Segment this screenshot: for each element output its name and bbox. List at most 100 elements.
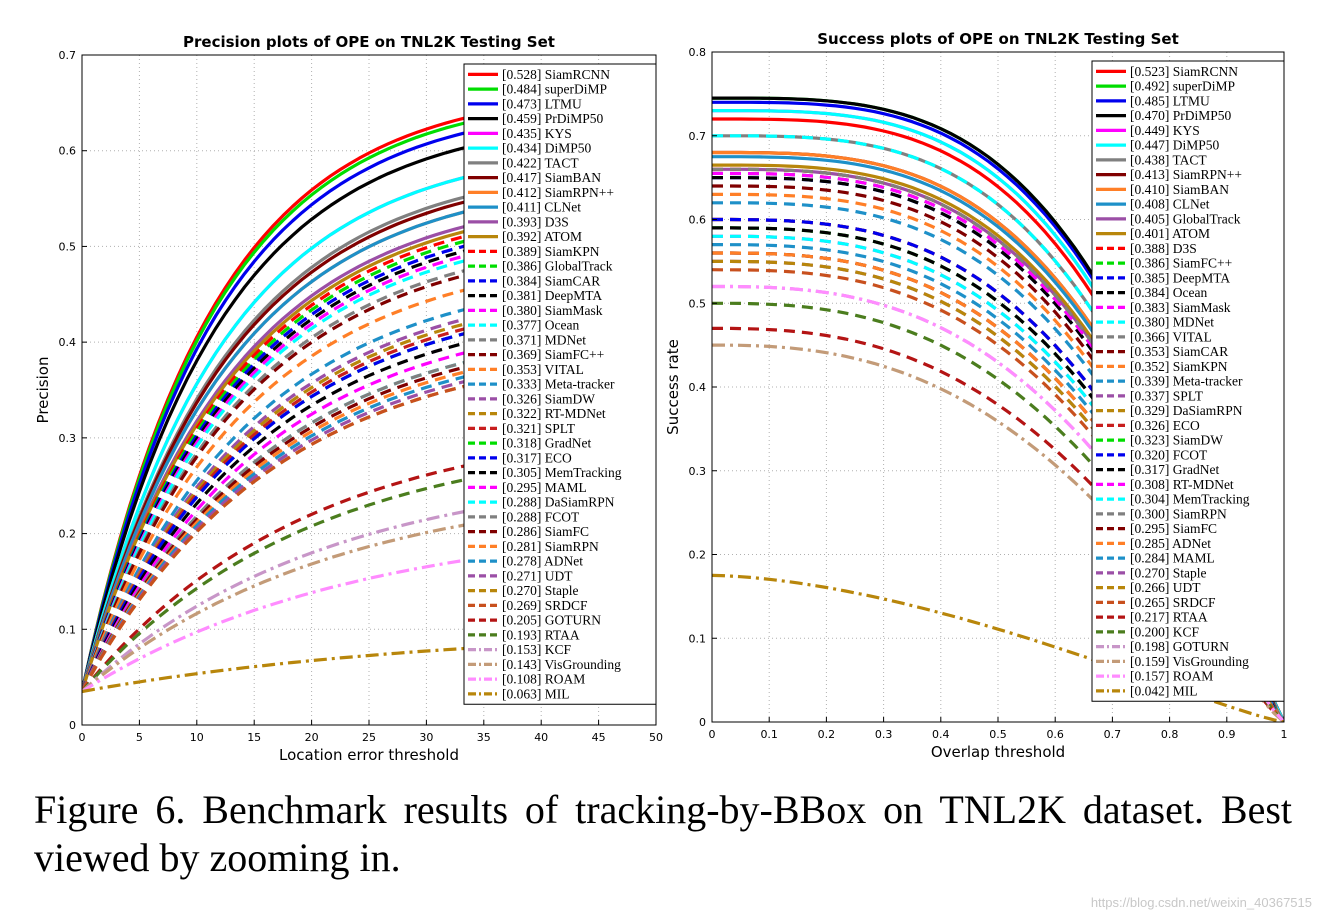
- y-tick-label: 0.8: [689, 46, 707, 59]
- x-tick-label: 25: [362, 731, 376, 744]
- legend-entry: [0.295] MAML: [502, 480, 587, 495]
- legend-entry: [0.383] SiamMask: [1130, 300, 1231, 315]
- legend-entry: [0.281] SiamRPN: [502, 539, 599, 554]
- legend-entry: [0.333] Meta-tracker: [502, 377, 615, 392]
- legend-entry: [0.470] PrDiMP50: [1130, 108, 1232, 123]
- legend-entry: [0.434] DiMP50: [502, 141, 592, 156]
- figure-panel: Precision plots of OPE on TNL2K Testing …: [34, 30, 1288, 764]
- legend-entry: [0.295] SiamFC: [1130, 521, 1217, 536]
- series-line-VITAL: [82, 259, 656, 693]
- legend: [0.523] SiamRCNN[0.492] superDiMP[0.485]…: [1091, 60, 1285, 702]
- legend-entry: [0.389] SiamKPN: [502, 244, 600, 259]
- y-tick-label: 0.4: [59, 336, 77, 349]
- legend-entry: [0.413] SiamRPN++: [1130, 167, 1242, 182]
- y-tick-label: 0.3: [689, 465, 707, 478]
- x-tick-label: 50: [649, 731, 663, 744]
- legend-entry: [0.447] DiMP50: [1130, 138, 1220, 153]
- legend-entry: [0.217] RTAA: [1130, 610, 1208, 625]
- legend-entry: [0.270] Staple: [502, 583, 579, 598]
- x-tick-label: 0.1: [760, 728, 778, 741]
- watermark: https://blog.csdn.net/weixin_40367515: [1090, 895, 1312, 910]
- x-tick-label: 0.8: [1161, 728, 1179, 741]
- series-line-Meta-tracker: [712, 201, 1284, 722]
- legend-entry: [0.042] MIL: [1130, 683, 1198, 698]
- series-line-MAML: [712, 243, 1284, 722]
- legend-entry: [0.300] SiamRPN: [1130, 506, 1227, 521]
- y-tick-label: 0.5: [689, 297, 707, 310]
- legend-entry: [0.417] SiamBAN: [502, 170, 601, 185]
- legend-entry: [0.385] DeepMTA: [1130, 270, 1230, 285]
- legend-entry: [0.377] Ocean: [502, 318, 579, 333]
- y-tick-label: 0.7: [59, 49, 77, 62]
- chart-title: Success plots of OPE on TNL2K Testing Se…: [817, 30, 1179, 48]
- legend-entry: [0.449] KYS: [1130, 123, 1200, 138]
- legend-entry: [0.366] VITAL: [1130, 329, 1212, 344]
- y-axis-label: Precision: [34, 357, 52, 424]
- x-tick-label: 45: [592, 731, 606, 744]
- legend-entry: [0.304] MemTracking: [1130, 492, 1250, 507]
- legend-entry: [0.322] RT-MDNet: [502, 406, 606, 421]
- y-tick-label: 0.2: [59, 528, 77, 541]
- legend-entry: [0.408] CLNet: [1130, 197, 1210, 212]
- legend-entry: [0.284] MAML: [1130, 551, 1215, 566]
- x-tick-label: 0.3: [875, 728, 893, 741]
- legend-entry: [0.422] TACT: [502, 155, 579, 170]
- legend-entry: [0.401] ATOM: [1130, 226, 1210, 241]
- x-tick-label: 0.9: [1218, 728, 1236, 741]
- x-tick-label: 35: [477, 731, 491, 744]
- x-tick-label: 40: [534, 731, 548, 744]
- y-tick-label: 0: [699, 716, 706, 729]
- figure-svg: Precision plots of OPE on TNL2K Testing …: [34, 30, 1288, 764]
- figure-caption: Figure 6. Benchmark results of tracking-…: [34, 787, 1292, 880]
- legend-entry: [0.459] PrDiMP50: [502, 111, 604, 126]
- legend-entry: [0.352] SiamKPN: [1130, 359, 1228, 374]
- legend-entry: [0.326] SiamDW: [502, 391, 595, 406]
- legend-entry: [0.329] DaSiamRPN: [1130, 403, 1243, 418]
- legend-entry: [0.143] VisGrounding: [502, 657, 621, 672]
- legend-entry: [0.353] VITAL: [502, 362, 584, 377]
- legend-entry: [0.435] KYS: [502, 126, 572, 141]
- legend-entry: [0.411] CLNet: [502, 200, 581, 215]
- x-tick-label: 0: [79, 731, 86, 744]
- legend-entry: [0.484] superDiMP: [502, 82, 607, 97]
- legend-entry: [0.286] SiamFC: [502, 524, 589, 539]
- x-tick-label: 0.2: [818, 728, 836, 741]
- legend-entry: [0.266] UDT: [1130, 580, 1201, 595]
- legend-entry: [0.386] GlobalTrack: [502, 259, 613, 274]
- legend-entry: [0.157] ROAM: [1130, 669, 1213, 684]
- x-axis-label: Location error threshold: [279, 746, 459, 764]
- legend-entry: [0.412] SiamRPN++: [502, 185, 614, 200]
- x-tick-label: 5: [136, 731, 143, 744]
- series-line-MIL: [82, 637, 656, 694]
- legend-entry: [0.321] SPLT: [502, 421, 576, 436]
- legend-entry: [0.337] SPLT: [1130, 388, 1204, 403]
- series-line-MIL: [712, 573, 1284, 722]
- x-tick-label: 0.6: [1046, 728, 1064, 741]
- legend-entry: [0.384] SiamCAR: [502, 273, 600, 288]
- x-tick-label: 0: [709, 728, 716, 741]
- x-tick-label: 0.7: [1104, 728, 1122, 741]
- series-line-UDT: [82, 350, 656, 693]
- legend-entry: [0.485] LTMU: [1130, 93, 1210, 108]
- legend-entry: [0.323] SiamDW: [1130, 433, 1223, 448]
- x-tick-label: 1: [1281, 728, 1288, 741]
- legend-entry: [0.473] LTMU: [502, 96, 582, 111]
- legend-entry: [0.318] GradNet: [502, 436, 591, 451]
- legend-entry: [0.317] ECO: [502, 450, 572, 465]
- series-line-SiamKPN: [712, 192, 1284, 722]
- legend-entry: [0.198] GOTURN: [1130, 639, 1229, 654]
- legend-entry: [0.108] ROAM: [502, 672, 585, 687]
- legend-entry: [0.159] VisGrounding: [1130, 654, 1249, 669]
- legend-entry: [0.438] TACT: [1130, 152, 1207, 167]
- y-tick-label: 0.6: [59, 145, 77, 158]
- y-tick-label: 0.6: [689, 214, 707, 227]
- y-tick-label: 0.1: [59, 623, 77, 636]
- x-tick-label: 15: [247, 731, 261, 744]
- series-line-VisGrounding: [82, 498, 656, 693]
- legend-entry: [0.405] GlobalTrack: [1130, 211, 1241, 226]
- chart-success: Success plots of OPE on TNL2K Testing Se…: [664, 30, 1288, 761]
- legend-entry: [0.200] KCF: [1130, 624, 1199, 639]
- legend-entry: [0.393] D3S: [502, 214, 569, 229]
- legend-entry: [0.269] SRDCF: [502, 598, 588, 613]
- legend-entry: [0.528] SiamRCNN: [502, 67, 610, 82]
